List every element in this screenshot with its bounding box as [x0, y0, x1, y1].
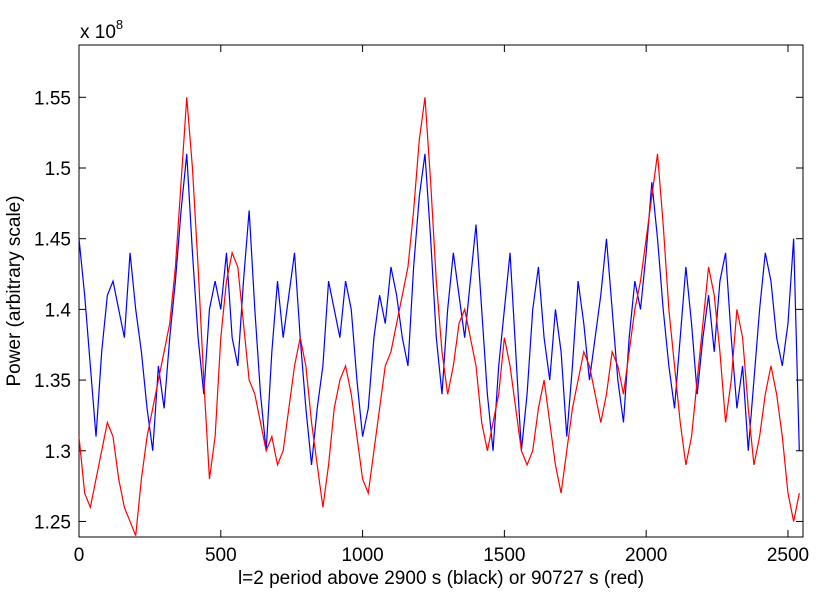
y-multiplier: x 108: [80, 17, 123, 43]
x-tick-label: 2000: [625, 545, 667, 566]
y-multiplier-exponent: 8: [116, 17, 123, 32]
y-tick-label: 1.5: [45, 159, 71, 180]
y-tick-label: 1.45: [34, 230, 71, 251]
x-tick-label: 1000: [341, 545, 383, 566]
x-tick-label: 1500: [483, 545, 525, 566]
y-tick-label: 1.4: [45, 300, 72, 321]
y-tick-label: 1.35: [34, 371, 71, 392]
plot-frame: [78, 44, 804, 538]
y-axis-label: Power (arbitrary scale): [4, 195, 25, 386]
x-tick-label: 500: [205, 545, 237, 566]
y-multiplier-text: x 10: [80, 22, 116, 43]
x-axis-label: l=2 period above 2900 s (black) or 90727…: [238, 568, 644, 589]
y-tick-label: 1.3: [45, 442, 71, 463]
y-tick-label: 1.25: [34, 512, 71, 533]
x-tick-label: 0: [74, 545, 85, 566]
y-tick-label: 1.55: [34, 88, 71, 109]
series-line: [78, 97, 800, 536]
x-tick-label: 2500: [767, 545, 809, 566]
series-line: [78, 153, 800, 465]
